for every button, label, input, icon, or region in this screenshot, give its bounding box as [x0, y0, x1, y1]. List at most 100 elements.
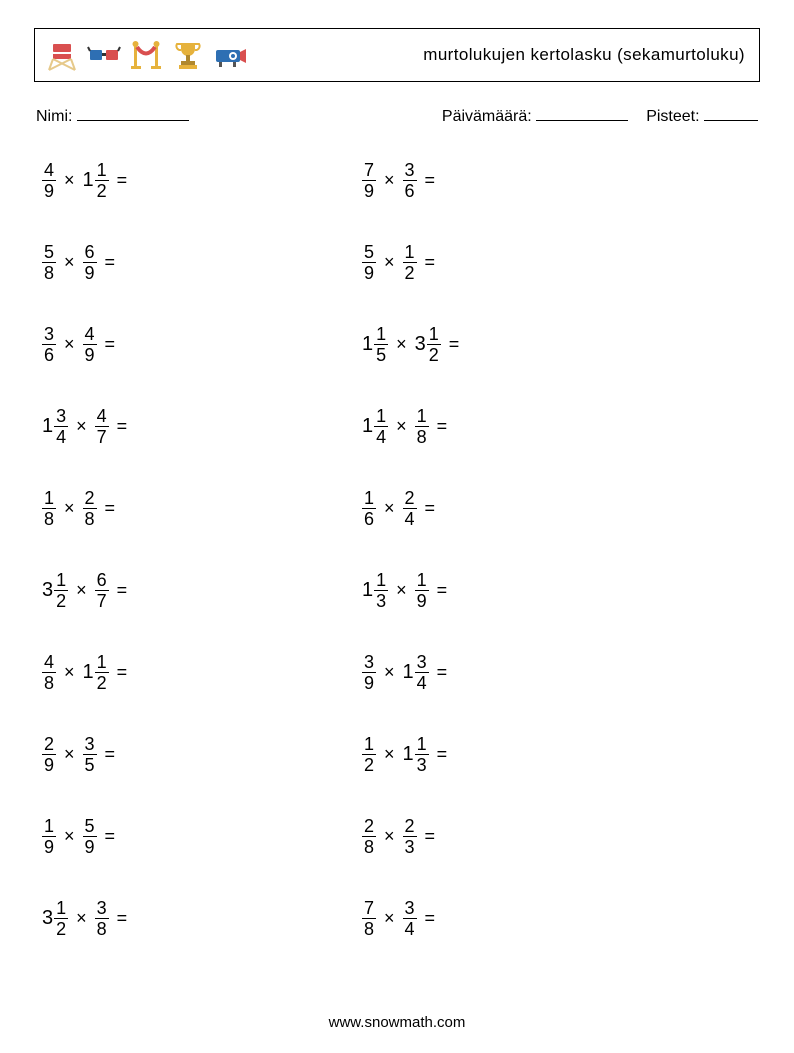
denominator: 7 — [95, 426, 109, 446]
footer-url: www.snowmath.com — [0, 1014, 794, 1031]
equals-symbol: = — [429, 662, 448, 683]
denominator: 9 — [83, 836, 97, 856]
fraction: 39 — [362, 653, 376, 692]
fraction: 79 — [362, 161, 376, 200]
numerator: 5 — [83, 817, 97, 836]
fraction: 16 — [362, 489, 376, 528]
times-symbol: × — [68, 908, 95, 929]
whole-part: 1 — [403, 661, 415, 684]
whole-part: 3 — [42, 907, 54, 930]
numerator: 1 — [415, 735, 429, 754]
equals-symbol: = — [429, 416, 448, 437]
denominator: 4 — [403, 918, 417, 938]
fraction: 12 — [362, 735, 376, 774]
numerator: 6 — [95, 571, 109, 590]
denominator: 8 — [362, 836, 376, 856]
whole-part: 3 — [42, 579, 54, 602]
fraction: 36 — [403, 161, 417, 200]
times-symbol: × — [56, 826, 83, 847]
3d-glasses-icon — [87, 38, 121, 72]
times-symbol: × — [68, 580, 95, 601]
numerator: 2 — [362, 817, 376, 836]
times-symbol: × — [376, 170, 403, 191]
denominator: 9 — [362, 180, 376, 200]
fraction: 12 — [403, 243, 417, 282]
numerator: 1 — [95, 161, 109, 180]
equals-symbol: = — [109, 908, 128, 929]
whole-part: 1 — [83, 661, 95, 684]
denominator: 6 — [362, 508, 376, 528]
fraction: 48 — [42, 653, 56, 692]
numerator: 7 — [362, 899, 376, 918]
name-blank — [77, 106, 189, 121]
equals-symbol: = — [97, 252, 116, 273]
denominator: 4 — [415, 672, 429, 692]
fraction: 19 — [42, 817, 56, 856]
worksheet-title: murtolukujen kertolasku (sekamurtoluku) — [423, 45, 745, 65]
numerator: 2 — [42, 735, 56, 754]
fraction: 18 — [415, 407, 429, 446]
denominator: 4 — [374, 426, 388, 446]
fraction: 38 — [95, 899, 109, 938]
denominator: 9 — [83, 344, 97, 364]
denominator: 8 — [83, 508, 97, 528]
fraction: 78 — [362, 899, 376, 938]
fraction: 13 — [415, 735, 429, 774]
numerator: 2 — [403, 817, 417, 836]
problems-grid: 49×112=79×36=58×69=59×12=36×49=115×312=1… — [34, 158, 760, 940]
times-symbol: × — [376, 498, 403, 519]
whole-part: 1 — [83, 169, 95, 192]
director-chair-icon — [45, 38, 79, 72]
equals-symbol: = — [109, 170, 128, 191]
whole-part: 1 — [362, 415, 374, 438]
numerator: 3 — [42, 325, 56, 344]
denominator: 9 — [362, 262, 376, 282]
problem: 59×12= — [362, 240, 672, 284]
red-carpet-icon — [129, 38, 163, 72]
problem: 312×67= — [42, 568, 352, 612]
denominator: 4 — [54, 426, 68, 446]
problem: 113×19= — [362, 568, 672, 612]
numerator: 3 — [415, 653, 429, 672]
numerator: 1 — [415, 407, 429, 426]
fraction: 49 — [42, 161, 56, 200]
equals-symbol: = — [429, 580, 448, 601]
equals-symbol: = — [97, 826, 116, 847]
denominator: 2 — [95, 672, 109, 692]
numerator: 1 — [362, 489, 376, 508]
numerator: 4 — [42, 161, 56, 180]
problem: 12×113= — [362, 732, 672, 776]
denominator: 8 — [415, 426, 429, 446]
times-symbol: × — [56, 334, 83, 355]
problem: 39×134= — [362, 650, 672, 694]
fraction: 12 — [54, 571, 68, 610]
equals-symbol: = — [417, 252, 436, 273]
trophy-icon — [171, 38, 205, 72]
worksheet-page: murtolukujen kertolasku (sekamurtoluku) … — [0, 0, 794, 940]
numerator: 3 — [54, 407, 68, 426]
equals-symbol: = — [109, 580, 128, 601]
fraction: 29 — [42, 735, 56, 774]
meta-name: Nimi: — [36, 106, 189, 126]
problem: 18×28= — [42, 486, 352, 530]
numerator: 1 — [374, 571, 388, 590]
problem: 48×112= — [42, 650, 352, 694]
equals-symbol: = — [109, 662, 128, 683]
denominator: 8 — [42, 672, 56, 692]
times-symbol: × — [56, 662, 83, 683]
denominator: 6 — [42, 344, 56, 364]
problem: 16×24= — [362, 486, 672, 530]
fraction: 59 — [83, 817, 97, 856]
equals-symbol: = — [429, 744, 448, 765]
header-box: murtolukujen kertolasku (sekamurtoluku) — [34, 28, 760, 82]
numerator: 2 — [83, 489, 97, 508]
fraction: 19 — [415, 571, 429, 610]
fraction: 12 — [427, 325, 441, 364]
denominator: 9 — [42, 754, 56, 774]
denominator: 8 — [362, 918, 376, 938]
numerator: 1 — [374, 407, 388, 426]
equals-symbol: = — [417, 908, 436, 929]
whole-part: 1 — [403, 743, 415, 766]
times-symbol: × — [376, 908, 403, 929]
denominator: 9 — [415, 590, 429, 610]
